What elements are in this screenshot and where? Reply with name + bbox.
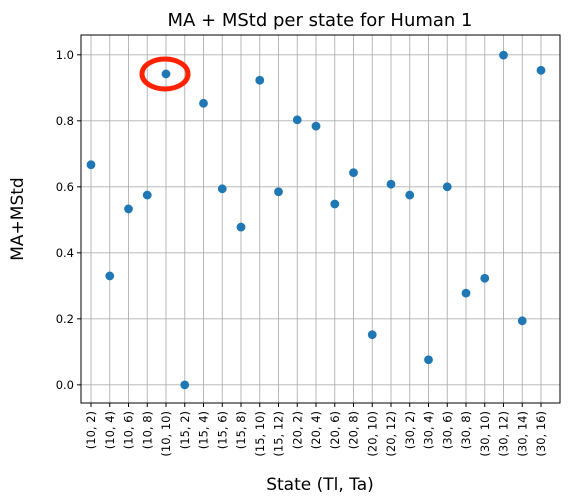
x-tick-label: (30, 4) (422, 411, 436, 449)
y-tick-label: 0.6 (56, 180, 74, 194)
data-point (461, 288, 471, 298)
data-point (386, 179, 396, 189)
data-point (236, 222, 246, 232)
x-tick-label: (30, 16) (534, 411, 548, 457)
y-tick-label: 0.8 (56, 114, 74, 128)
data-point (367, 330, 377, 340)
x-tick-label: (20, 8) (347, 411, 361, 449)
data-point (255, 75, 265, 85)
data-point (311, 121, 321, 131)
data-point (142, 190, 152, 200)
data-point (536, 65, 546, 75)
x-tick-label: (15, 10) (253, 411, 267, 457)
x-tick-label: (20, 12) (384, 411, 398, 457)
x-tick-label: (20, 6) (328, 411, 342, 449)
data-point (517, 316, 527, 326)
data-point (480, 273, 490, 283)
chart-title: MA + MStd per state for Human 1 (167, 10, 472, 31)
x-tick-label: (10, 4) (103, 411, 117, 449)
plot-frame (80, 34, 561, 404)
data-point (405, 190, 415, 200)
x-tick-label: (15, 6) (215, 411, 229, 449)
x-tick-label: (30, 12) (497, 411, 511, 457)
x-tick-label: (20, 2) (290, 411, 304, 449)
x-tick-label: (15, 8) (234, 411, 248, 449)
x-tick-label: (30, 2) (403, 411, 417, 449)
data-point (499, 50, 508, 60)
data-point (349, 168, 358, 178)
x-axis-ticks: (10, 2) (10, 4) (10, 6) (10, 8) (10, 10) (15,… (84, 403, 548, 457)
data-point (180, 380, 190, 390)
x-tick-label: (10, 2) (84, 411, 98, 449)
y-axis-ticks: 0.0 0.2 0.4 0.6 0.8 1.0 (56, 48, 81, 392)
y-tick-label: 0.4 (56, 246, 74, 260)
x-tick-label: (10, 6) (122, 411, 136, 449)
x-tick-label: (10, 8) (140, 411, 154, 449)
highlight-ring (139, 56, 191, 92)
data-point (330, 199, 340, 209)
x-tick-label: (15, 4) (197, 411, 211, 449)
x-tick-label: (10, 10) (159, 411, 173, 457)
data-point (217, 184, 227, 194)
data-point (274, 187, 283, 197)
data-point (86, 160, 96, 170)
data-point (105, 271, 115, 281)
x-tick-label: (15, 2) (178, 411, 192, 449)
data-point (199, 98, 208, 108)
data-point (424, 355, 433, 365)
data-point (292, 115, 302, 125)
x-tick-label: (30, 6) (440, 411, 454, 449)
x-axis-label: State (Tl, Ta) (266, 475, 374, 495)
data-points (86, 50, 546, 390)
y-tick-label: 0.0 (56, 378, 74, 392)
x-tick-label: (20, 10) (365, 411, 379, 457)
x-tick-label: (30, 10) (478, 411, 492, 457)
y-axis-label: MA+MStd (8, 177, 28, 260)
x-tick-label: (30, 8) (459, 411, 473, 449)
y-tick-label: 1.0 (56, 48, 74, 62)
y-tick-label: 0.2 (56, 312, 74, 326)
grid-lines (81, 35, 560, 403)
data-point (442, 182, 452, 192)
x-tick-label: (20, 4) (309, 411, 323, 449)
data-point (161, 69, 171, 79)
x-tick-label: (15, 12) (272, 411, 286, 457)
data-point (124, 204, 133, 214)
x-tick-label: (30, 14) (515, 411, 529, 457)
